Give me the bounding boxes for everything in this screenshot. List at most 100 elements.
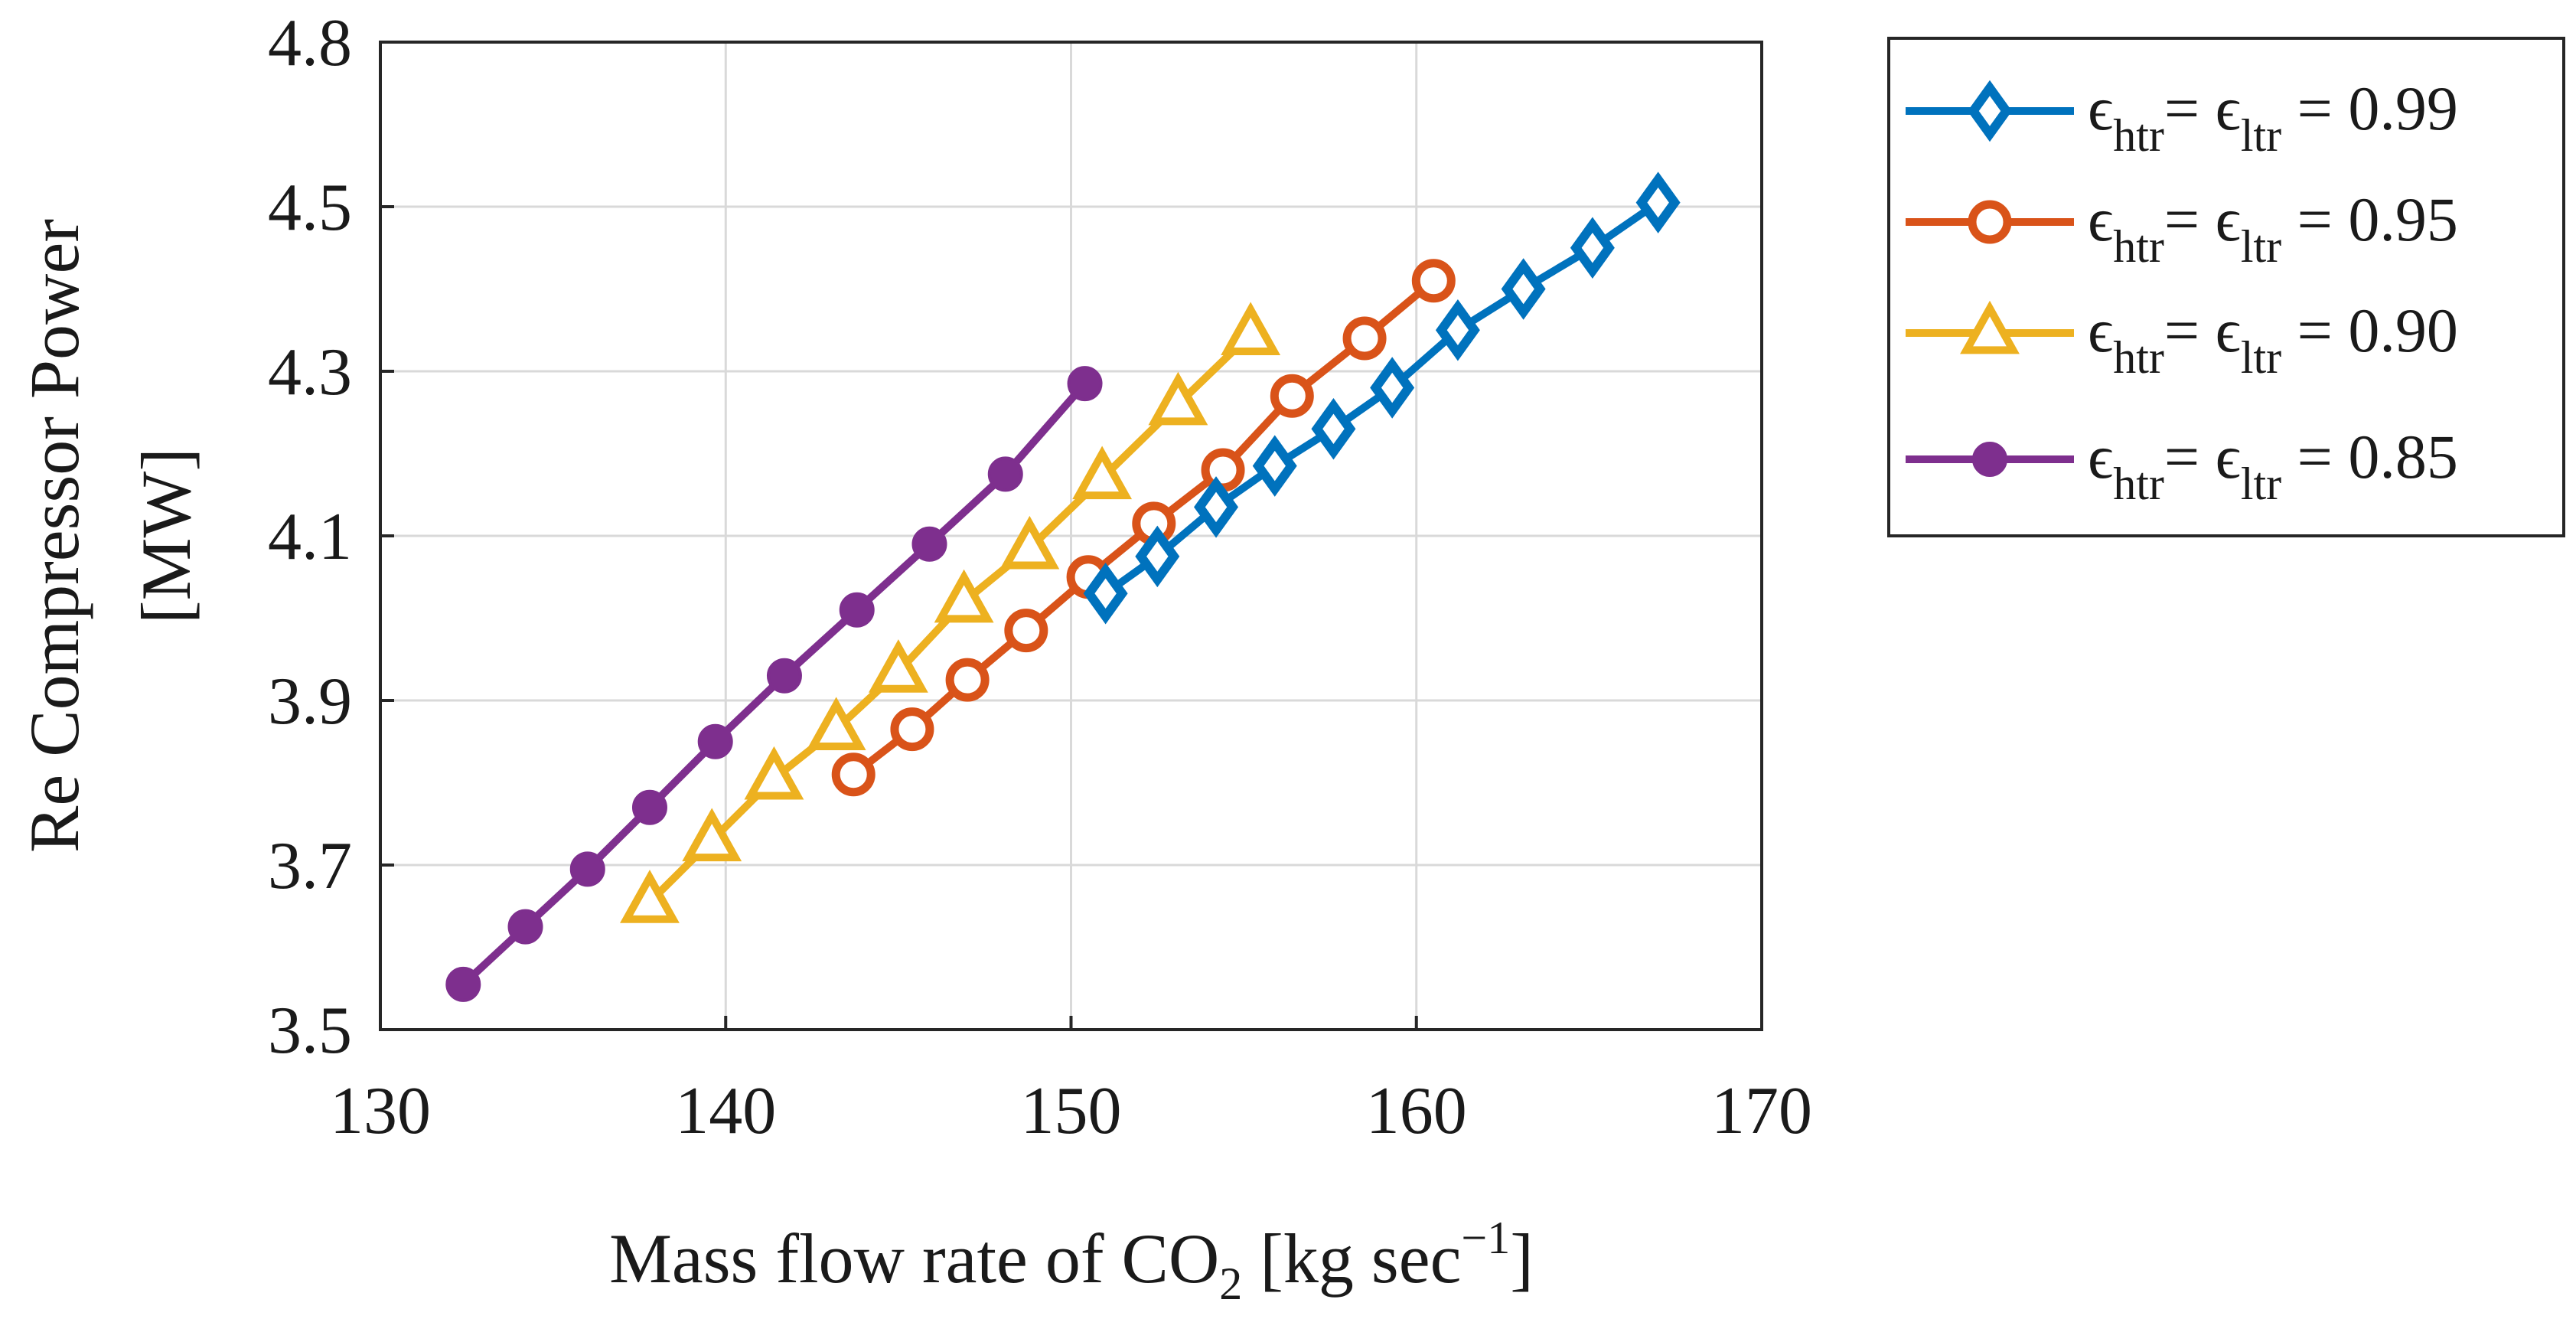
legend-label-part: htr: [2113, 221, 2164, 272]
x-tick-label: 140: [675, 1074, 776, 1148]
data-point: [1004, 609, 1048, 653]
data-point: [744, 746, 804, 800]
legend-label: ϵhtr= ϵltr = 0.85: [2088, 422, 2458, 509]
legend-entry: ϵhtr= ϵltr = 0.85: [1906, 422, 2458, 509]
data-point: [697, 723, 733, 759]
y-tick-label: 3.9: [268, 664, 352, 739]
x-axis-label-main: Mass flow rate of CO: [609, 1219, 1219, 1298]
data-point: [831, 753, 876, 797]
series-line: [459, 380, 1089, 988]
data-point: [999, 515, 1060, 570]
legend-marker: [1972, 442, 2007, 477]
data-point: [507, 909, 543, 945]
x-tick-label: 130: [330, 1074, 431, 1148]
legend-label-part: ϵ: [2216, 73, 2241, 143]
data-point: [620, 870, 680, 923]
series-line: [1101, 198, 1662, 598]
legend-label-part: htr: [2113, 332, 2164, 383]
legend-label-part: =: [2164, 295, 2216, 365]
legend-label-part: =: [2164, 422, 2216, 491]
data-point: [1570, 217, 1615, 279]
data-point: [1135, 525, 1180, 588]
data-point: [1435, 299, 1480, 361]
legend-marker: [1968, 200, 2012, 244]
legend-marker: [1960, 300, 2020, 354]
legend-label-part: ϵ: [2216, 184, 2241, 254]
series-3: [445, 366, 1103, 1002]
data-point: [1201, 448, 1245, 492]
y-tick-label: 4.1: [268, 500, 352, 574]
legend-label: ϵhtr= ϵltr = 0.95: [2088, 184, 2458, 272]
grid: [380, 42, 1762, 1030]
y-tick-label: 3.7: [268, 829, 352, 903]
series-2: [620, 302, 1281, 923]
x-axis-label-sup: −1: [1461, 1213, 1510, 1263]
legend-label-part: ltr: [2241, 459, 2281, 509]
legend-label-part: = 0.90: [2281, 295, 2458, 365]
legend-label-part: ϵ: [2216, 295, 2241, 365]
data-point: [1342, 316, 1387, 361]
data-point: [945, 658, 990, 702]
data-point: [1194, 476, 1239, 538]
y-axis-label-line1: Re Compressor Power: [15, 219, 93, 853]
y-tick-label: 4.3: [268, 335, 352, 410]
legend-entry: ϵhtr= ϵltr = 0.95: [1906, 184, 2458, 272]
x-axis-label: Mass flow rate of CO2 [kg sec−1]: [609, 1213, 1534, 1309]
legend-label-part: ϵ: [2216, 422, 2241, 491]
data-point: [987, 456, 1023, 492]
legend-label: ϵhtr= ϵltr = 0.90: [2088, 295, 2458, 383]
data-point: [1311, 397, 1356, 460]
legend-marker: [1968, 80, 2012, 142]
y-tick-label: 4.8: [268, 6, 352, 80]
data-point: [1083, 562, 1128, 625]
data-point: [682, 808, 742, 862]
data-point: [911, 526, 947, 562]
data-point: [766, 658, 802, 694]
data-point: [445, 966, 481, 1002]
data-point: [839, 592, 875, 628]
data-point: [1221, 302, 1281, 356]
legend-label-part: = 0.99: [2281, 73, 2458, 143]
legend-label-part: ltr: [2241, 110, 2281, 161]
legend-label-part: htr: [2113, 110, 2164, 161]
legend-label-part: ltr: [2241, 332, 2281, 383]
data-point: [1635, 171, 1681, 233]
data-point: [890, 707, 934, 752]
data-point: [1067, 366, 1103, 402]
data-point: [1148, 371, 1208, 426]
data-point: [1501, 258, 1546, 320]
series-0: [1083, 171, 1681, 625]
x-axis-label-unit: [kg sec: [1242, 1219, 1461, 1298]
data-point: [806, 697, 866, 751]
data-point: [569, 851, 605, 887]
y-axis-label: Re Compressor Power [MW]: [15, 219, 205, 853]
legend-label-part: =: [2164, 73, 2216, 143]
legend-label-part: ϵ: [2088, 184, 2113, 254]
y-tick-label: 3.5: [268, 994, 352, 1068]
data-point: [1252, 435, 1297, 497]
data-point: [631, 789, 667, 825]
data-point: [1270, 374, 1314, 418]
data-point: [1411, 259, 1456, 303]
x-tick-label: 150: [1021, 1074, 1122, 1148]
legend-label-part: =: [2164, 184, 2216, 254]
legend-label-part: = 0.95: [2281, 184, 2458, 254]
legend-label-part: ltr: [2241, 221, 2281, 272]
legend-label-part: htr: [2113, 459, 2164, 509]
legend-entry: ϵhtr= ϵltr = 0.90: [1906, 295, 2458, 383]
series-line: [849, 276, 1438, 779]
data-point: [868, 639, 928, 693]
data-point: [1370, 357, 1415, 419]
legend-label-part: ϵ: [2088, 422, 2113, 491]
legend-label: ϵhtr= ϵltr = 0.99: [2088, 73, 2458, 161]
x-axis-label-sub: 2: [1219, 1259, 1242, 1309]
x-axis-label-close: ]: [1510, 1219, 1534, 1298]
data-point: [1072, 446, 1133, 500]
legend-label-part: ϵ: [2088, 73, 2113, 143]
y-tick-label: 4.5: [268, 171, 352, 245]
plot-series: [445, 171, 1681, 1002]
